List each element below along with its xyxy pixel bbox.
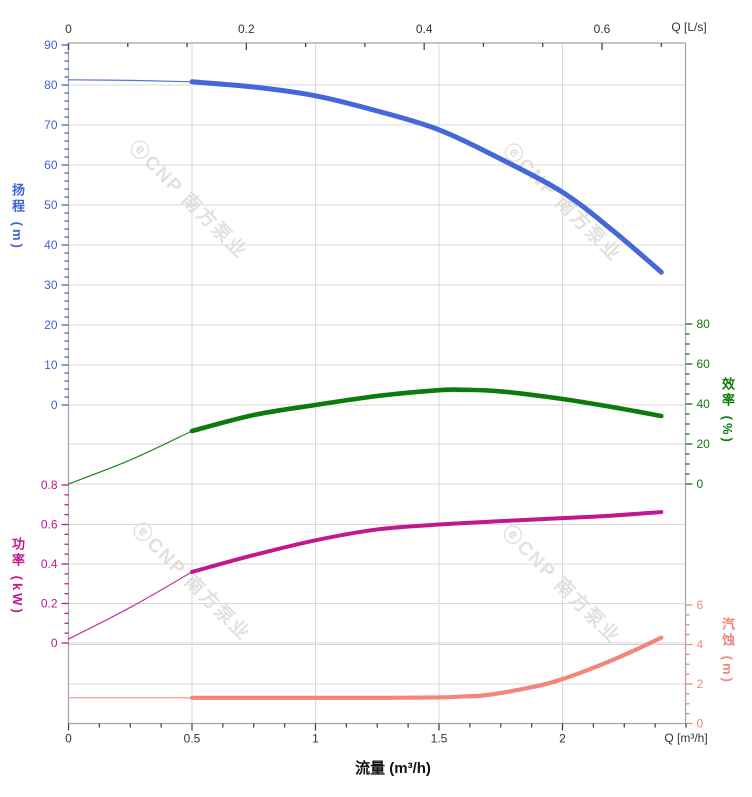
- head_left-tick-label: 90: [44, 38, 58, 52]
- top-axis-unit-label: Q [L/s]: [671, 20, 707, 34]
- head_left-tick-label: 70: [44, 118, 58, 132]
- flow_top-tick-label: 0: [65, 22, 72, 36]
- power_left-tick-label: 0.4: [41, 557, 58, 571]
- npsh_right-axis-ticks: 0 2 4 6: [685, 598, 704, 731]
- flow_bottom-tick-label: 2: [559, 732, 566, 746]
- efficiency-curve: [189, 387, 664, 434]
- watermark-text: ⓔCNP 南方泵业: [125, 135, 253, 263]
- power_left-tick-label: 0.8: [41, 478, 58, 492]
- flow_bottom-tick-label: 0.5: [184, 732, 201, 746]
- efficiency_right-tick-label: 0: [697, 477, 704, 491]
- head_left-tick-label: 0: [51, 398, 58, 412]
- efficiency-curve-extrapolated: [67, 430, 193, 485]
- efficiency_right-tick-label: 60: [697, 357, 711, 371]
- npsh_right-tick-label: 2: [697, 677, 704, 691]
- power_left-tick-label: 0: [51, 636, 58, 650]
- npsh_right-tick-label: 0: [697, 717, 704, 731]
- power-curve-extrapolated: [67, 571, 193, 640]
- bottom-axis-unit-label: Q [m³/h]: [664, 731, 708, 745]
- power-curve: [190, 510, 664, 574]
- curves: [67, 79, 664, 700]
- flow_bottom-tick-label: 0: [65, 732, 72, 746]
- watermark-text: ⓔCNP 南方泵业: [498, 520, 626, 648]
- power_left-tick-label: 0.6: [41, 518, 58, 532]
- power_left-axis-ticks: 0 0.2 0.4 0.6 0.8: [41, 478, 69, 650]
- head_left-tick-label: 30: [44, 278, 58, 292]
- efficiency_right-tick-label: 40: [697, 397, 711, 411]
- npsh-curve: [189, 635, 664, 700]
- head_left-tick-label: 40: [44, 238, 58, 252]
- head-axis-title: 扬程 (m): [10, 183, 25, 251]
- head_left-tick-label: 80: [44, 78, 58, 92]
- flow_top-tick-label: 0.4: [416, 22, 433, 36]
- efficiency-axis-title: 效率 (%): [720, 377, 735, 445]
- npsh-axis-title: 汽蚀 (m): [720, 617, 735, 685]
- npsh_right-tick-label: 4: [697, 638, 704, 652]
- npsh_right-tick-label: 6: [697, 598, 704, 612]
- efficiency_right-axis-ticks: 0 20 40 60 80: [685, 317, 711, 491]
- flow_bottom-axis-ticks: 0 0.5 1 1.5 2: [65, 723, 687, 746]
- power-axis-title: 功率 (kW): [10, 537, 25, 616]
- flow_bottom-tick-label: 1.5: [431, 732, 448, 746]
- head-curve-extrapolated: [67, 79, 193, 83]
- power_left-tick-label: 0.2: [41, 597, 58, 611]
- head_left-tick-label: 10: [44, 358, 58, 372]
- flow_top-axis-ticks: 0 0.2 0.4 0.6: [65, 22, 662, 50]
- head_left-axis-ticks: 0 10 20 30 40 50 60 70 80 90: [44, 38, 69, 412]
- head_left-tick-label: 50: [44, 198, 58, 212]
- flow_top-tick-label: 0.2: [238, 22, 255, 36]
- head-curve: [189, 79, 664, 275]
- flow_bottom-tick-label: 1: [312, 732, 319, 746]
- flow-axis-title: 流量 (m³/h): [355, 760, 431, 777]
- flow_top-tick-label: 0.6: [594, 22, 611, 36]
- head_left-tick-label: 60: [44, 158, 58, 172]
- efficiency_right-tick-label: 80: [697, 317, 711, 331]
- efficiency_right-tick-label: 20: [697, 437, 711, 451]
- head_left-tick-label: 20: [44, 318, 58, 332]
